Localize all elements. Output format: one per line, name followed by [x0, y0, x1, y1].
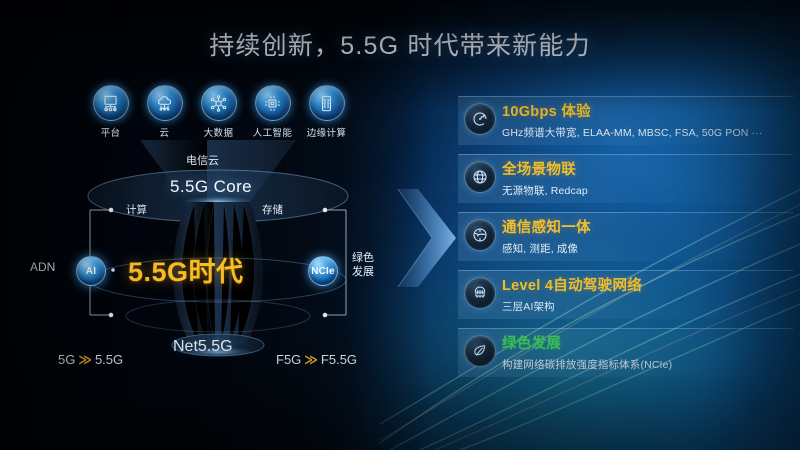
autonomous-network-icon [464, 277, 496, 309]
capability-label: 边缘计算 [306, 128, 347, 139]
feature-title: 通信感知一体 [502, 220, 591, 236]
evolution-mobile: 5G ≫ 5.5G [58, 352, 123, 368]
feature-row-band [458, 270, 793, 319]
feature-row-10gbps[interactable]: 10Gbps 体验 GHz频谱大带宽, ELAA-MM, MBSC, FSA, … [458, 92, 793, 149]
capability-label: 云 [159, 128, 170, 139]
storage-label: 存储 [262, 204, 283, 216]
iot-globe-icon [464, 161, 496, 193]
evolution-mobile-from: 5G [58, 352, 76, 367]
feature-subtitle: 感知, 测距, 成像 [502, 243, 579, 255]
leaf-icon [464, 335, 496, 367]
feature-title: 10Gbps 体验 [502, 104, 591, 120]
feature-row-iot[interactable]: 全场景物联 无源物联, Redcap [458, 150, 793, 207]
background-top-darken [0, 0, 800, 110]
funnel-diagram: 电信云 5.5G Core 计算 存储 ADN 绿色 发展 5.5G时代 AI … [18, 140, 418, 390]
feature-list: 10Gbps 体验 GHz频谱大带宽, ELAA-MM, MBSC, FSA, … [458, 92, 793, 382]
green-development-line2: 发展 [352, 265, 374, 278]
capability-label: 平台 [100, 128, 121, 139]
era-title: 5.5G时代 [128, 257, 244, 287]
capability-item-edge-computing[interactable]: 边缘计算 [304, 85, 349, 139]
feature-subtitle: 三层AI架构 [502, 301, 555, 313]
green-development-side-label: 绿色 发展 [352, 252, 374, 280]
telecom-cloud-label: 电信云 [186, 155, 219, 167]
big-data-icon [200, 85, 237, 121]
edge-computing-icon [308, 85, 345, 121]
funnel-graphic [87, 140, 349, 357]
capability-label: 人工智能 [252, 128, 293, 139]
transition-arrow-icon [398, 188, 456, 288]
evolution-fixed-from: F5G [276, 352, 302, 367]
page-title: 持续创新，5.5G 时代带来新能力 [209, 32, 591, 60]
capability-icon-row: 平台 云 大数据 [88, 85, 349, 139]
green-development-line1: 绿色 [352, 252, 374, 264]
capability-item-ai[interactable]: 人工智能 [250, 85, 295, 139]
capability-item-cloud[interactable]: 云 [142, 85, 187, 139]
compute-label: 计算 [126, 204, 147, 216]
ai-bubble[interactable]: AI [76, 256, 106, 286]
ncie-bubble[interactable]: NCIe [308, 256, 338, 286]
feature-title: 绿色发展 [502, 336, 562, 352]
sensing-icon [464, 219, 496, 251]
feature-row-band [458, 328, 793, 377]
net55g-label: Net5.5G [173, 338, 233, 355]
feature-row-autonomous-network[interactable]: Level 4自动驾驶网络 三层AI架构 [458, 266, 793, 323]
capability-item-big-data[interactable]: 大数据 [196, 85, 241, 139]
chevron-right-icon: ≫ [78, 352, 92, 367]
speedometer-icon [464, 103, 496, 135]
chevron-right-icon: ≫ [304, 352, 318, 367]
feature-row-sensing[interactable]: 通信感知一体 感知, 测距, 成像 [458, 208, 793, 265]
feature-subtitle: GHz频谱大带宽, ELAA-MM, MBSC, FSA, 50G PON ··… [502, 127, 763, 139]
feature-title: Level 4自动驾驶网络 [502, 278, 643, 294]
feature-subtitle: 无源物联, Redcap [502, 185, 588, 197]
evolution-fixed: F5G ≫ F5.5G [276, 352, 357, 368]
feature-subtitle: 构建网络碳排放强度指标体系(NCIe) [502, 359, 673, 371]
feature-row-band [458, 212, 793, 261]
ncie-bubble-label: NCIe [311, 265, 335, 277]
ai-bubble-label: AI [85, 265, 97, 277]
cloud-icon [146, 85, 183, 121]
feature-row-band [458, 96, 793, 145]
adn-label: ADN [30, 260, 56, 274]
capability-item-platform[interactable]: 平台 [88, 85, 133, 139]
ai-chip-icon [254, 85, 291, 121]
core-label: 5.5G Core [170, 177, 253, 196]
evolution-mobile-to: 5.5G [94, 352, 124, 367]
feature-row-band [458, 154, 793, 203]
feature-title: 全场景物联 [502, 162, 576, 178]
evolution-fixed-to: F5.5G [320, 352, 358, 367]
platform-icon [92, 85, 129, 121]
capability-label: 大数据 [203, 128, 234, 139]
feature-row-green-development[interactable]: 绿色发展 构建网络碳排放强度指标体系(NCIe) [458, 324, 793, 381]
